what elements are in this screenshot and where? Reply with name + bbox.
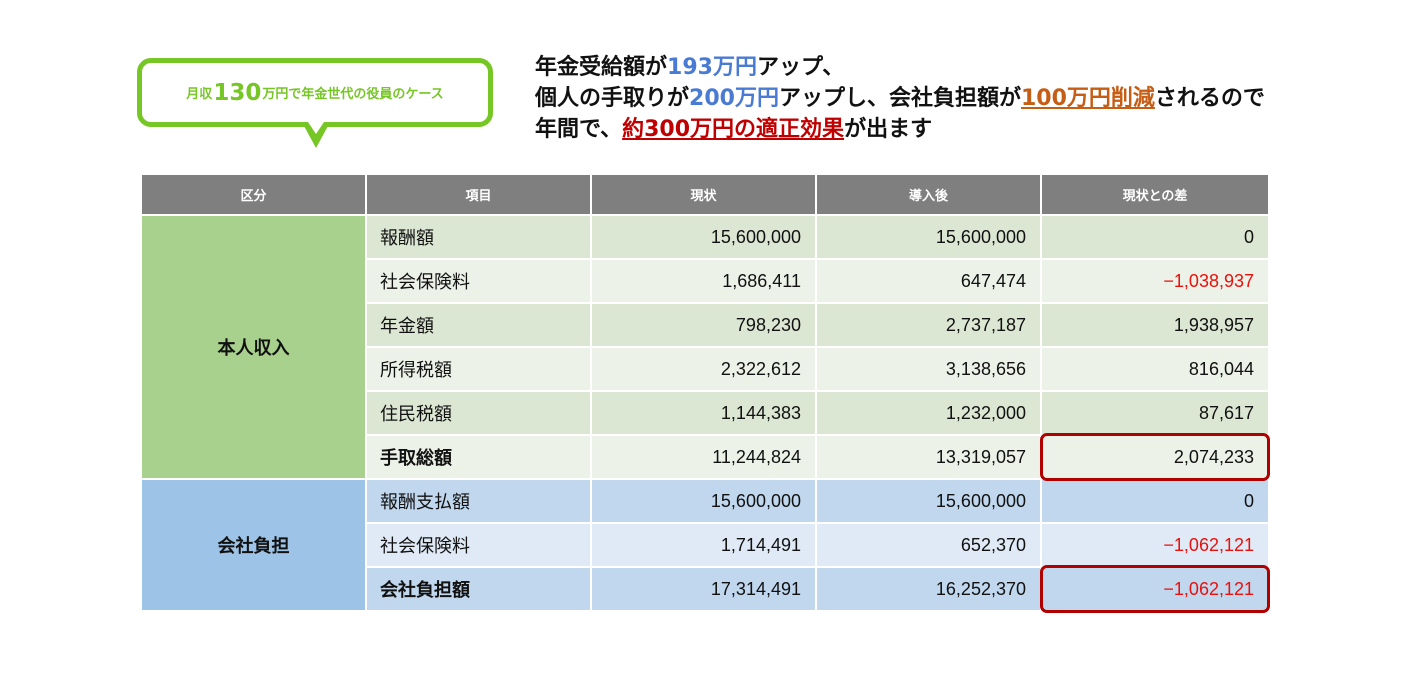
difference-value-cell: −1,062,121 — [1040, 565, 1270, 613]
current-value-cell: 1,144,383 — [592, 392, 817, 436]
item-cell: 報酬支払額 — [367, 480, 592, 524]
table-header-row: 区分 項目 現状 導入後 現状との差 — [142, 175, 1268, 216]
difference-value-cell: 0 — [1042, 216, 1268, 260]
difference-value-cell: 2,074,233 — [1040, 433, 1270, 481]
difference-value-cell: 87,617 — [1042, 392, 1268, 436]
header-category: 区分 — [142, 175, 367, 216]
headline-line-2: 個人の手取りが200万円アップし、会社負担額が100万円削減されるので — [535, 86, 1265, 111]
current-value-cell: 11,244,824 — [592, 436, 817, 480]
after-value-cell: 2,737,187 — [817, 304, 1042, 348]
difference-value-cell: 1,938,957 — [1042, 304, 1268, 348]
current-value-cell: 15,600,000 — [592, 216, 817, 260]
company-reduction: 100万円削減 — [1020, 86, 1155, 111]
case-speech-bubble: 月収 130 万円で年金世代の役員のケース — [137, 58, 493, 127]
bubble-amount: 130 — [213, 79, 262, 106]
category-cell: 会社負担 — [142, 480, 367, 612]
headline-line-1: 年金受給額が193万円アップ、 — [535, 55, 845, 80]
table-row: 社会保険料 1,686,411 647,474 −1,038,937 — [142, 260, 1268, 304]
current-value-cell: 1,686,411 — [592, 260, 817, 304]
table-row: 本人収入 報酬額 15,600,000 15,600,000 0 — [142, 216, 1268, 480]
after-value-cell: 3,138,656 — [817, 348, 1042, 392]
header-item: 項目 — [367, 175, 592, 216]
difference-value-cell: 0 — [1042, 480, 1268, 524]
table-row: 所得税額 2,322,612 3,138,656 816,044 — [142, 348, 1268, 392]
difference-value-cell: −1,038,937 — [1042, 260, 1268, 304]
takehome-increase: 200万円 — [689, 86, 779, 111]
total-effect: 約300万円の適正効果 — [622, 117, 845, 142]
table-row: 会社負担額 17,314,491 16,252,370 −1,062,121 — [142, 565, 1270, 613]
item-cell: 社会保険料 — [367, 260, 592, 304]
after-value-cell: 15,600,000 — [817, 216, 1042, 260]
headline: 年金受給額が193万円アップ、 個人の手取りが200万円アップし、会社負担額が1… — [535, 52, 1415, 145]
item-cell: 所得税額 — [367, 348, 592, 392]
item-cell: 住民税額 — [367, 392, 592, 436]
current-value-cell: 2,322,612 — [592, 348, 817, 392]
item-cell: 年金額 — [367, 304, 592, 348]
after-value-cell: 652,370 — [817, 524, 1042, 568]
item-cell: 報酬額 — [367, 216, 592, 260]
header-after: 導入後 — [817, 175, 1042, 216]
after-value-cell: 647,474 — [817, 260, 1042, 304]
header-difference: 現状との差 — [1042, 175, 1268, 216]
bubble-prefix: 月収 — [186, 87, 213, 102]
difference-value: −1,062,121 — [1163, 578, 1254, 599]
item-cell: 社会保険料 — [367, 524, 592, 568]
header-current: 現状 — [592, 175, 817, 216]
table-row: 会社負担 報酬支払額 15,600,000 15,600,000 0 — [142, 480, 1268, 612]
table-row: 住民税額 1,144,383 1,232,000 87,617 — [142, 392, 1268, 436]
after-value-cell: 1,232,000 — [817, 392, 1042, 436]
table-row: 年金額 798,230 2,737,187 1,938,957 — [142, 304, 1268, 348]
table-row: 手取総額 11,244,824 13,319,057 2,074,233 — [142, 433, 1270, 481]
after-value-cell: 15,600,000 — [817, 480, 1042, 524]
table-row: 社会保険料 1,714,491 652,370 −1,062,121 — [142, 524, 1268, 568]
current-value-cell: 798,230 — [592, 304, 817, 348]
bubble-suffix: 万円で年金世代の役員のケース — [262, 87, 444, 102]
current-value-cell: 17,314,491 — [592, 568, 817, 612]
current-value-cell: 15,600,000 — [592, 480, 817, 524]
category-cell: 本人収入 — [142, 216, 367, 480]
current-value-cell: 1,714,491 — [592, 524, 817, 568]
difference-value-cell: −1,062,121 — [1042, 524, 1268, 568]
headline-line-3: 年間で、約300万円の適正効果が出ます — [535, 117, 933, 142]
difference-value: 2,074,233 — [1173, 446, 1254, 467]
difference-value-cell: 816,044 — [1042, 348, 1268, 392]
item-cell: 手取総額 — [367, 436, 592, 480]
pension-increase: 193万円 — [667, 55, 757, 80]
item-cell: 会社負担額 — [367, 568, 592, 612]
after-value-cell: 16,252,370 — [817, 568, 1042, 612]
after-value-cell: 13,319,057 — [817, 436, 1042, 480]
comparison-table: 区分 項目 現状 導入後 現状との差 本人収入 報酬額 15,600,000 15,6… — [142, 175, 1270, 613]
